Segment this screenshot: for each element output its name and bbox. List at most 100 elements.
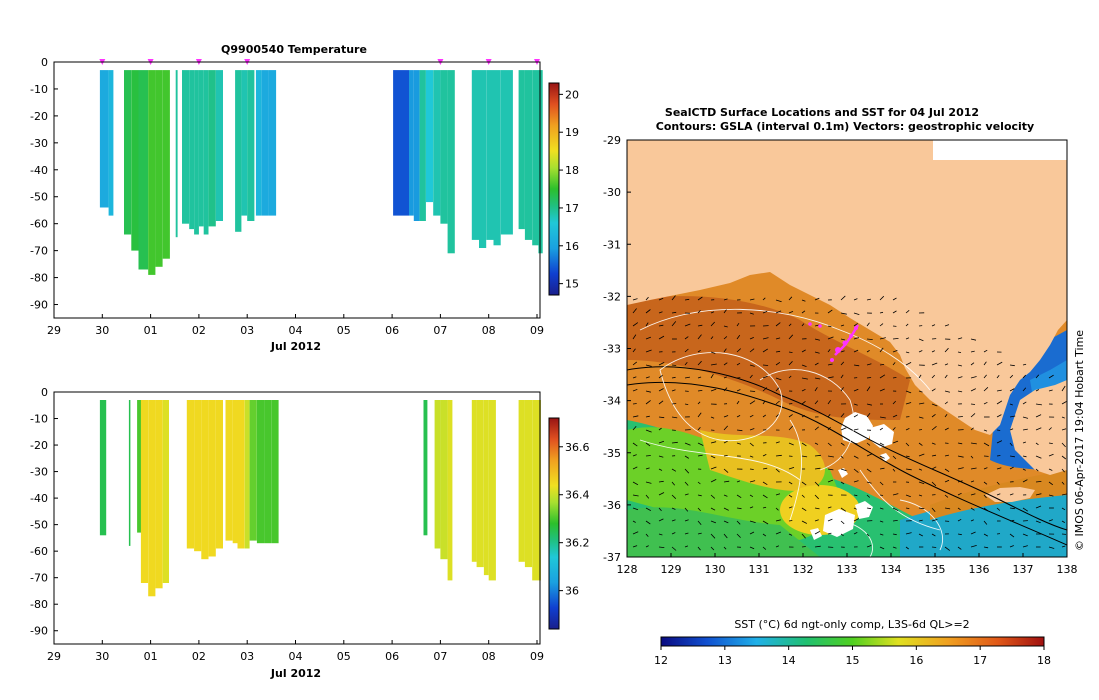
velocity-vector	[801, 349, 806, 353]
velocity-vector	[853, 532, 858, 535]
velocity-vector	[1061, 416, 1065, 419]
velocity-vector	[853, 507, 857, 510]
profile-bar	[393, 70, 409, 216]
cloud-gaps	[810, 412, 894, 540]
velocity-vector	[866, 453, 873, 457]
velocity-vector	[1035, 442, 1039, 446]
velocity-vector	[879, 494, 884, 496]
velocity-vector	[892, 455, 897, 460]
velocity-vector	[671, 364, 677, 366]
x-tick-label: 08	[482, 324, 496, 337]
velocity-vector	[684, 532, 689, 535]
profile-bar	[124, 70, 132, 235]
velocity-vector	[1035, 414, 1042, 418]
velocity-vector	[1009, 388, 1015, 392]
velocity-vector	[879, 416, 886, 419]
velocity-vector	[918, 416, 924, 419]
lat-tick-label: -36	[603, 499, 621, 512]
velocity-vector	[879, 533, 884, 536]
velocity-vector	[1035, 403, 1042, 406]
velocity-vector	[723, 348, 727, 353]
velocity-vector	[788, 494, 793, 498]
lon-tick-label: 133	[837, 563, 858, 576]
x-tick-label: 01	[144, 324, 158, 337]
profile-bar	[208, 400, 216, 557]
velocity-vector	[853, 518, 860, 522]
profile-bar	[148, 400, 156, 597]
colorbar-tick-label: 36.2	[565, 537, 590, 550]
velocity-vector	[957, 546, 962, 550]
map-area	[627, 140, 1067, 557]
velocity-vector	[866, 413, 871, 418]
velocity-vector	[853, 298, 858, 301]
velocity-vector	[853, 349, 859, 353]
x-tick-label: 07	[433, 650, 447, 663]
x-tick-label: 29	[47, 650, 61, 663]
velocity-vector	[1048, 519, 1053, 522]
velocity-vector	[775, 468, 780, 473]
velocity-vector	[840, 455, 844, 459]
velocity-vector	[827, 376, 834, 379]
velocity-vector	[736, 442, 741, 445]
profile-bar	[440, 400, 448, 560]
colorbar-tick-label: 15	[565, 278, 579, 291]
velocity-vector	[749, 337, 754, 340]
velocity-vector	[814, 362, 819, 366]
sst-colorbar	[660, 636, 1045, 647]
velocity-vector	[801, 299, 806, 302]
velocity-vector	[918, 453, 925, 457]
salinity-colorbar-ticks: 36 36.2 36.4 36.6	[559, 441, 590, 598]
x-tick-label: 06	[385, 324, 399, 337]
velocity-vector	[775, 350, 781, 353]
velocity-vector	[684, 455, 690, 459]
velocity-vector	[970, 545, 977, 548]
velocity-vector	[762, 467, 768, 470]
velocity-vector	[957, 533, 962, 536]
velocity-vector	[801, 442, 807, 447]
velocity-vector	[1061, 385, 1066, 392]
velocity-vector	[749, 312, 754, 315]
velocity-vector	[866, 494, 870, 498]
velocity-vector	[1009, 507, 1015, 510]
velocity-vector	[931, 324, 936, 327]
profile-bar	[208, 70, 216, 227]
sst-colorbar-tick-label: 18	[1037, 654, 1051, 667]
velocity-vector	[983, 533, 988, 537]
velocity-vector	[866, 442, 871, 446]
colorbar-tick-label: 36.4	[565, 489, 590, 502]
velocity-vector	[957, 351, 962, 353]
velocity-vector	[684, 336, 689, 340]
velocity-vector	[957, 467, 964, 470]
velocity-vector	[944, 347, 949, 353]
velocity-vector	[632, 415, 639, 418]
lat-tick-label: -35	[603, 447, 621, 460]
velocity-vector	[788, 481, 793, 485]
velocity-vector	[697, 334, 702, 340]
profile-bar	[440, 70, 448, 224]
velocity-vector	[697, 520, 702, 526]
velocity-vector	[632, 545, 638, 548]
velocity-vector	[1061, 442, 1066, 448]
y-tick-label: -40	[30, 164, 48, 177]
velocity-vector	[892, 362, 896, 366]
profile-bar	[433, 70, 441, 216]
velocity-vector	[983, 467, 988, 470]
velocity-vector	[827, 506, 832, 509]
profile-bar	[255, 70, 262, 216]
velocity-vector	[697, 426, 701, 431]
velocity-vector	[892, 427, 896, 431]
velocity-vector	[671, 311, 677, 314]
velocity-vector	[879, 481, 884, 486]
velocity-vector	[723, 507, 729, 511]
velocity-vector	[658, 362, 665, 366]
velocity-vector	[658, 374, 663, 379]
velocity-vector	[866, 481, 872, 484]
sst-colorbar-tick-label: 15	[846, 654, 860, 667]
profile-bar	[162, 400, 169, 583]
velocity-vector	[697, 494, 702, 497]
velocity-vector	[1022, 416, 1029, 419]
velocity-vector	[996, 375, 1000, 379]
profile-bar	[128, 400, 131, 546]
velocity-vector	[632, 361, 638, 366]
velocity-vector	[1009, 455, 1015, 458]
